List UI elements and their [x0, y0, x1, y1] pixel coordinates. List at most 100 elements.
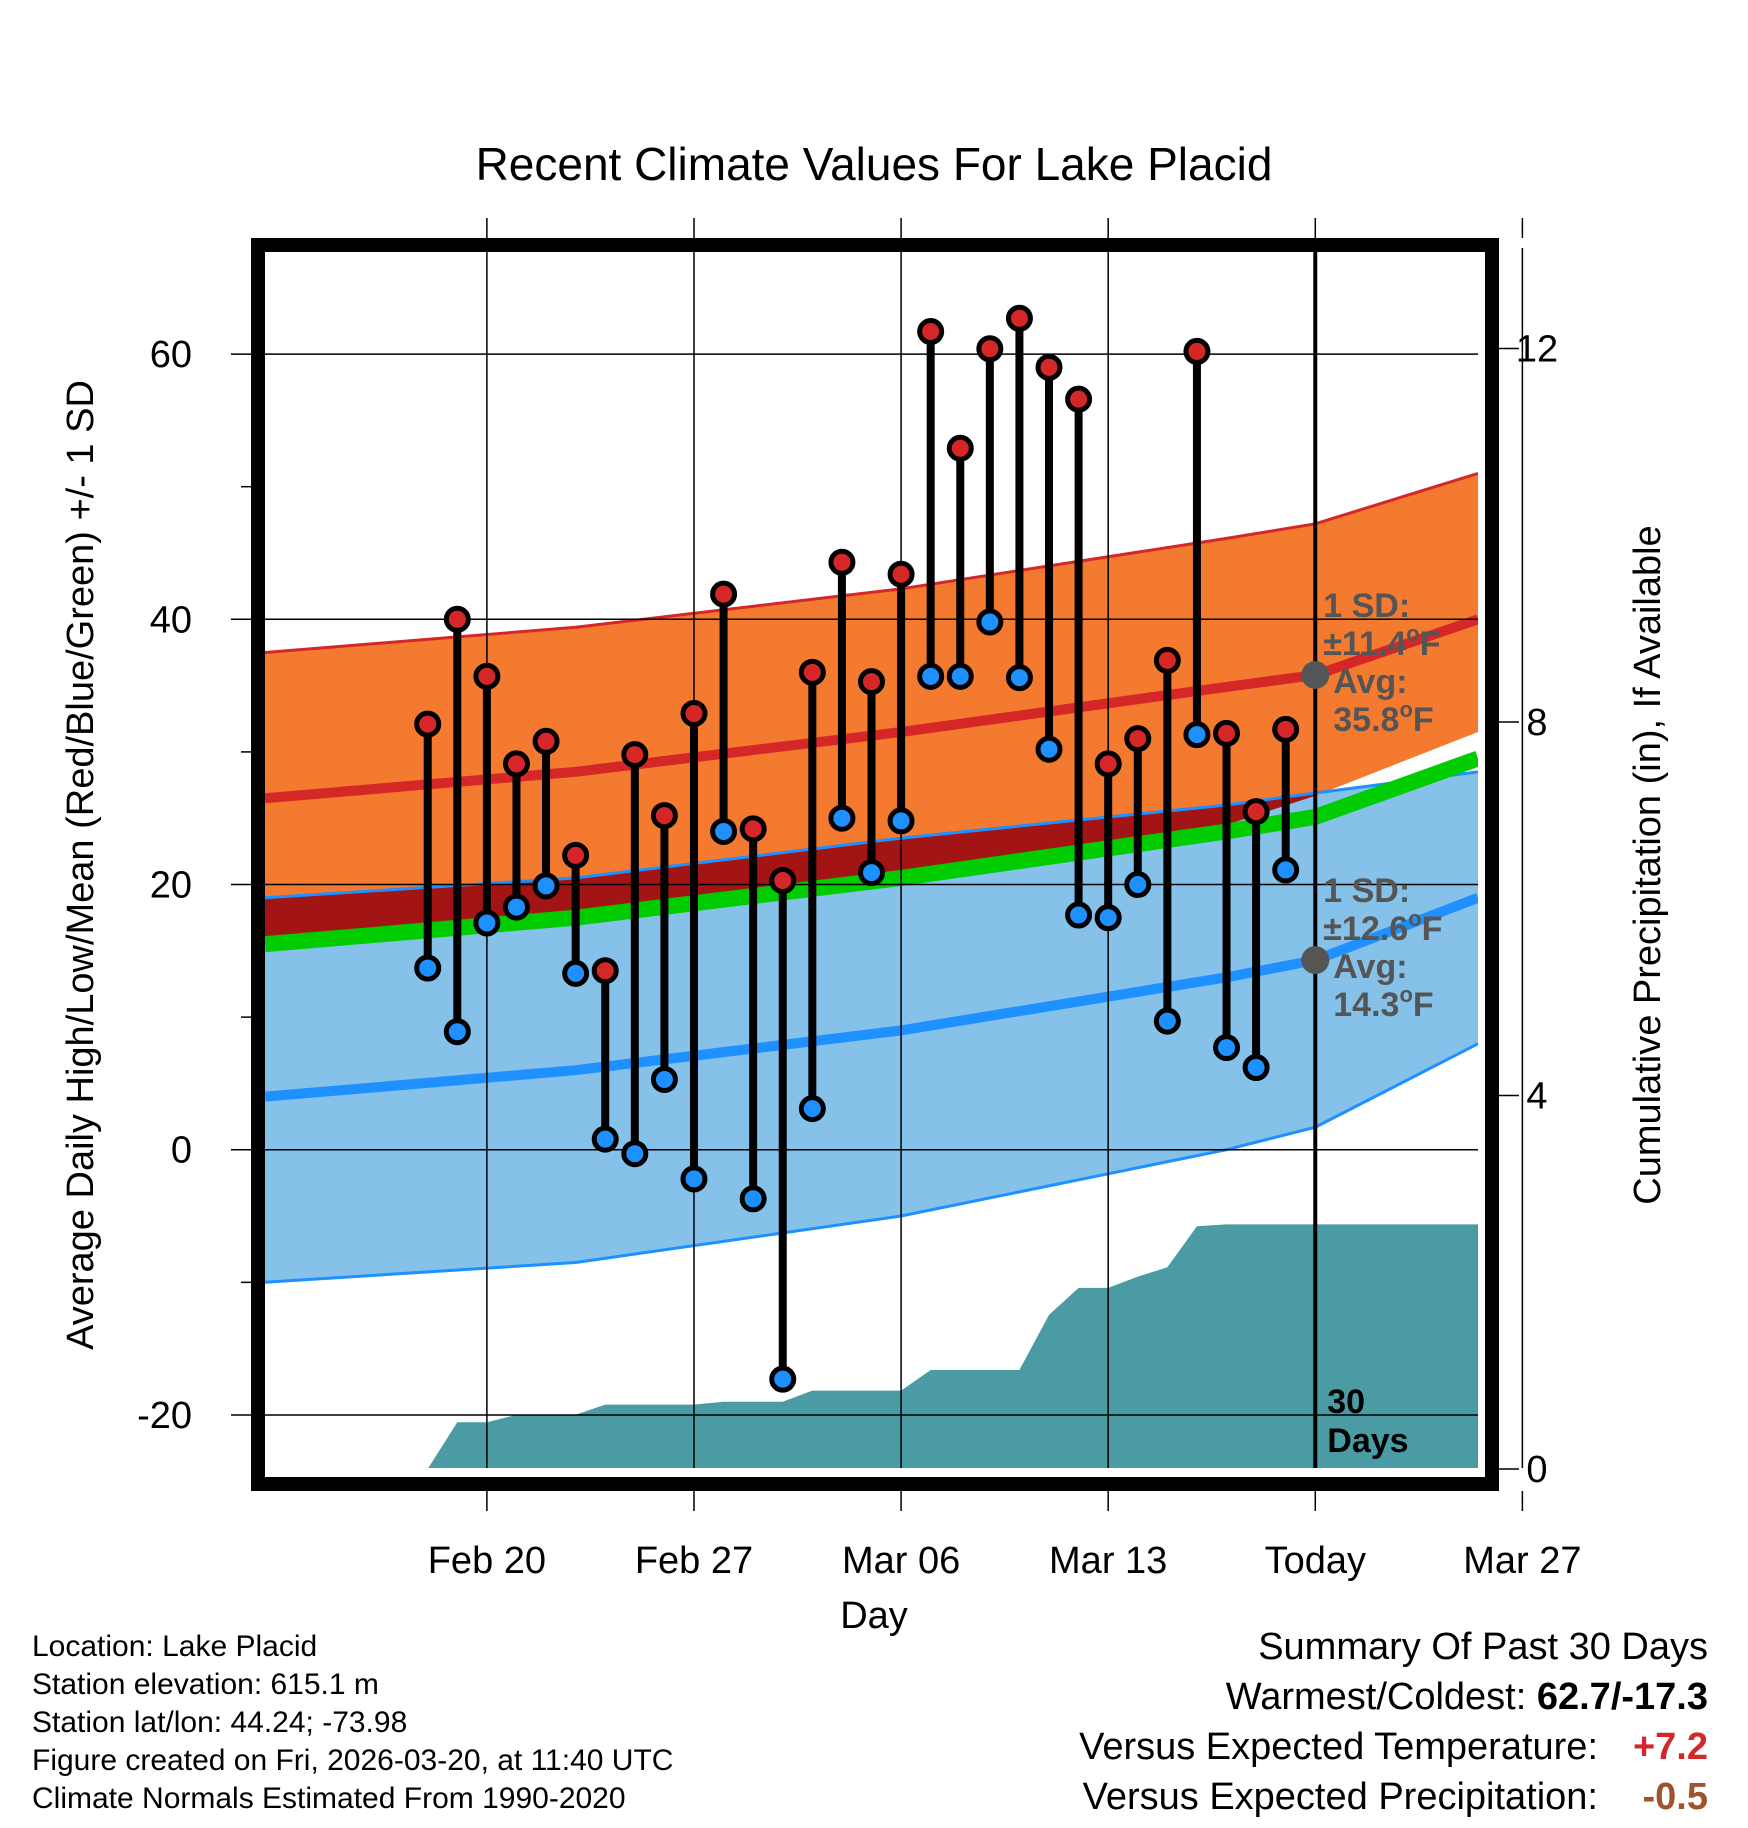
daily-low-point — [1242, 1054, 1270, 1082]
daily-low-point — [858, 859, 885, 887]
footer-metadata: Location: Lake Placid Station elevation:… — [32, 1628, 673, 1818]
daily-low-point — [473, 909, 501, 937]
daily-high-point — [532, 727, 560, 755]
chart-title: Recent Climate Values For Lake Placid — [476, 138, 1273, 190]
footer-latlon: Station lat/lon: 44.24; -73.98 — [32, 1706, 408, 1739]
daily-high-point — [1094, 750, 1122, 778]
summary-temp: Versus Expected Temperature: +7.2 — [1079, 1722, 1708, 1772]
daily-low-point — [1213, 1034, 1241, 1062]
daily-low-point — [1005, 664, 1033, 692]
y-tick-label-left: -20 — [137, 1395, 192, 1437]
footer-normals: Climate Normals Estimated From 1990-2020 — [32, 1782, 626, 1815]
daily-low-point — [1065, 901, 1093, 929]
y-tick-label-left: 40 — [150, 599, 192, 641]
today-low-avg-value: 14.3oF — [1333, 982, 1433, 1024]
x-tick-label: Mar 13 — [1049, 1540, 1167, 1582]
summary-precip: Versus Expected Precipitation: -0.5 — [1079, 1772, 1708, 1822]
daily-high-point — [1272, 715, 1300, 743]
daily-high-point — [473, 662, 501, 690]
daily-high-point — [917, 318, 945, 346]
daily-low-point — [443, 1018, 471, 1046]
daily-low-point — [739, 1185, 767, 1213]
y-tick-label-right: 4 — [1526, 1076, 1547, 1118]
daily-high-point — [858, 668, 885, 696]
daily-high-point — [769, 867, 797, 895]
today-low-normal-marker — [1301, 946, 1330, 975]
daily-high-point — [621, 741, 649, 769]
daily-high-point — [798, 658, 826, 686]
daily-low-point — [1153, 1007, 1181, 1035]
daily-high-point — [443, 605, 471, 633]
daily-high-point — [680, 699, 708, 727]
daily-high-point — [1124, 725, 1152, 753]
daily-low-point — [976, 608, 1004, 636]
daily-low-point — [1035, 735, 1063, 763]
daily-low-point — [414, 954, 442, 982]
today-high-avg-value: 35.8oF — [1333, 697, 1433, 739]
precip-area — [428, 1224, 1478, 1468]
daily-low-point — [1094, 904, 1122, 932]
today-low-avg-prefix: Avg: — [1333, 948, 1407, 986]
today-high-avg-prefix: Avg: — [1333, 663, 1407, 701]
summary-precip-value: -0.5 — [1642, 1776, 1708, 1818]
y-tick-label-right: 0 — [1526, 1449, 1547, 1491]
daily-low-point — [828, 804, 856, 832]
daily-low-point — [621, 1140, 649, 1168]
low-minus-sd-line — [265, 1042, 1478, 1284]
daily-low-point — [562, 959, 590, 987]
daily-high-point — [1213, 719, 1241, 747]
summary-temp-label: Versus Expected Temperature: — [1079, 1726, 1598, 1768]
y-tick-label-right: 8 — [1526, 702, 1547, 744]
daily-high-point — [591, 957, 619, 985]
y-axis-label-left: Average Daily High/Low/Mean (Red/Blue/Gr… — [60, 380, 102, 1350]
low-plus-sd-line — [265, 770, 1478, 900]
today-high-sd-value: ±11.4oF — [1323, 621, 1440, 663]
daily-high-point — [887, 560, 915, 588]
daily-high-point — [414, 710, 442, 738]
daily-high-point — [739, 815, 767, 843]
y-tick-label-right: 12 — [1516, 329, 1558, 371]
daily-low-point — [946, 662, 974, 690]
summary-heading: Summary Of Past 30 Days — [1258, 1626, 1708, 1668]
normal-high-line — [265, 614, 1478, 804]
footer-location: Location: Lake Placid — [32, 1630, 318, 1663]
daily-high-point — [1242, 798, 1270, 826]
summary-warm-cold: Warmest/Coldest: 62.7/-17.3 — [1079, 1672, 1708, 1722]
x-tick-label: Mar 27 — [1463, 1540, 1581, 1582]
summary-warm-cold-value: 62.7/-17.3 — [1536, 1676, 1708, 1718]
daily-low-point — [532, 872, 560, 900]
plot-frame — [251, 238, 1499, 1491]
daily-high-point — [1005, 304, 1033, 332]
daily-low-point — [1272, 856, 1300, 884]
window-label-number: 30 — [1327, 1383, 1365, 1421]
today-low-sd-value: ±12.6oF — [1323, 906, 1442, 948]
summary-panel: Summary Of Past 30 Days Warmest/Coldest:… — [1079, 1622, 1708, 1822]
summary-precip-label: Versus Expected Precipitation: — [1082, 1776, 1598, 1818]
daily-high-point — [828, 548, 856, 576]
daily-low-point — [1183, 721, 1211, 749]
summary-temp-value: +7.2 — [1632, 1726, 1708, 1768]
today-low-sd-prefix: 1 SD: — [1323, 872, 1410, 910]
daily-high-point — [1065, 385, 1093, 413]
normal-mean-line — [265, 750, 1478, 953]
daily-high-point — [1153, 646, 1181, 674]
x-tick-label: Feb 20 — [428, 1540, 546, 1582]
footer-elevation: Station elevation: 615.1 m — [32, 1668, 379, 1701]
x-tick-label: Today — [1265, 1540, 1366, 1582]
daily-low-point — [769, 1365, 797, 1393]
x-tick-label: Feb 27 — [635, 1540, 753, 1582]
y-tick-label-left: 20 — [150, 865, 192, 907]
daily-low-point — [502, 893, 530, 921]
today-high-sd-prefix: 1 SD: — [1323, 587, 1410, 625]
daily-high-point — [562, 841, 590, 869]
daily-high-point — [976, 335, 1004, 363]
y-axis-label-right: Cumulative Precipitation (in), If Availa… — [1627, 525, 1669, 1204]
x-axis-label: Day — [840, 1595, 908, 1637]
daily-low-point — [710, 817, 738, 845]
high-plus-sd-line — [265, 471, 1478, 654]
summary-warm-cold-label: Warmest/Coldest: — [1225, 1676, 1537, 1718]
normal-low-line — [265, 893, 1478, 1102]
